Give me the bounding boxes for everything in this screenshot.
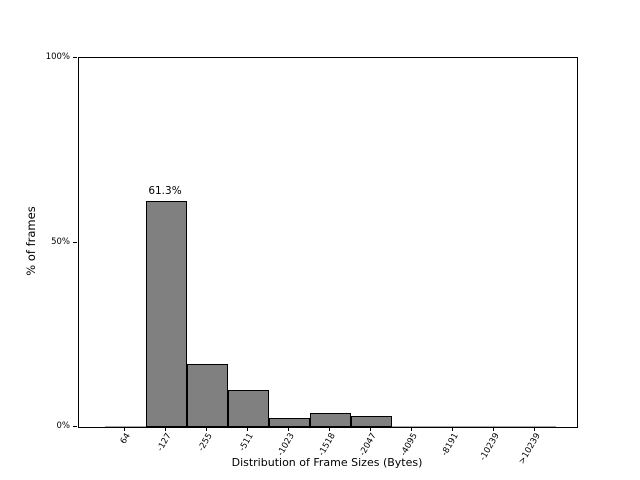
x-tick-mark — [534, 427, 535, 431]
x-tick-mark — [452, 427, 453, 431]
bar--511 — [227, 390, 269, 427]
bar--8191 — [432, 426, 474, 427]
y-tick-mark — [73, 242, 77, 243]
bar--1518 — [309, 413, 351, 427]
bar-value-annotation: 61.3% — [148, 184, 182, 197]
y-tick-label: 100% — [45, 52, 70, 62]
y-tick-mark — [73, 426, 77, 427]
bar->10239 — [514, 426, 556, 427]
x-axis-title: Distribution of Frame Sizes (Bytes) — [231, 456, 423, 469]
bar--10239 — [473, 426, 515, 427]
bar--2047 — [350, 416, 392, 427]
plot-area — [78, 57, 578, 428]
x-tick-mark — [288, 427, 289, 431]
bar--4095 — [391, 426, 433, 427]
x-tick-mark — [206, 427, 207, 431]
y-axis-title: % of frames — [24, 206, 38, 276]
bar-64 — [104, 426, 146, 427]
bar--1023 — [268, 418, 310, 427]
x-tick-mark — [370, 427, 371, 431]
y-tick-label: 0% — [56, 421, 71, 431]
x-tick-mark — [411, 427, 412, 431]
y-tick-mark — [73, 57, 77, 58]
x-tick-mark — [165, 427, 166, 431]
y-tick-label: 50% — [51, 237, 70, 247]
x-tick-mark — [493, 427, 494, 431]
x-tick-mark — [247, 427, 248, 431]
bar--127 — [145, 201, 187, 427]
x-tick-mark — [329, 427, 330, 431]
x-tick-mark — [124, 427, 125, 431]
bar--255 — [186, 364, 228, 427]
